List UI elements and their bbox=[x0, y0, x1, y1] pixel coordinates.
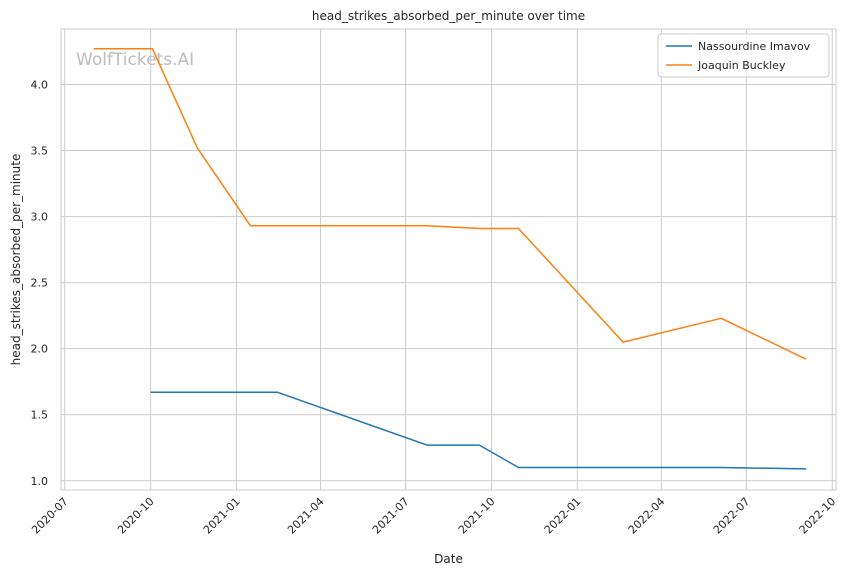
x-tick-label: 2022-10 bbox=[797, 495, 839, 537]
y-tick-label: 1.5 bbox=[31, 409, 49, 422]
x-tick-label: 2020-07 bbox=[29, 495, 71, 537]
series-lines bbox=[93, 48, 807, 470]
y-tick-label: 3.5 bbox=[31, 145, 49, 158]
legend-box bbox=[657, 33, 830, 78]
legend-label: Joaquin Buckley bbox=[697, 59, 786, 72]
grid bbox=[61, 29, 836, 490]
y-tick-label: 1.0 bbox=[31, 475, 49, 488]
plot-area bbox=[60, 28, 837, 491]
y-tick-label: 3.0 bbox=[31, 211, 49, 224]
y-axis-title: head_strikes_absorbed_per_minute bbox=[9, 154, 23, 366]
x-tick-label: 2022-01 bbox=[542, 495, 584, 537]
chart-title: head_strikes_absorbed_per_minute over ti… bbox=[312, 9, 585, 23]
watermark-text: WolfTickets.AI bbox=[76, 50, 194, 70]
series-line-nassourdine-imavov bbox=[150, 391, 807, 470]
x-tick-label: 2021-01 bbox=[201, 495, 243, 537]
y-tick-label: 2.0 bbox=[31, 343, 49, 356]
legend: Nassourdine Imavov Joaquin Buckley bbox=[657, 33, 830, 78]
x-axis-title: Date bbox=[434, 552, 463, 566]
x-axis-ticks: 2020-07 2020-10 2021-01 2021-04 2021-07 2021-… bbox=[29, 495, 838, 537]
x-tick-label: 2021-07 bbox=[370, 495, 412, 537]
x-tick-label: 2021-10 bbox=[456, 495, 498, 537]
y-tick-label: 2.5 bbox=[31, 277, 49, 290]
x-tick-label: 2020-10 bbox=[115, 495, 157, 537]
y-tick-label: 4.0 bbox=[31, 78, 49, 91]
y-axis-ticks: 1.0 1.5 2.0 2.5 3.0 3.5 4.0 bbox=[31, 78, 49, 487]
x-tick-label: 2021-04 bbox=[285, 495, 327, 537]
x-tick-label: 2022-07 bbox=[711, 495, 753, 537]
x-tick-label: 2022-04 bbox=[626, 495, 668, 537]
series-line-joaquin-buckley bbox=[93, 48, 807, 360]
legend-label: Nassourdine Imavov bbox=[698, 40, 811, 53]
